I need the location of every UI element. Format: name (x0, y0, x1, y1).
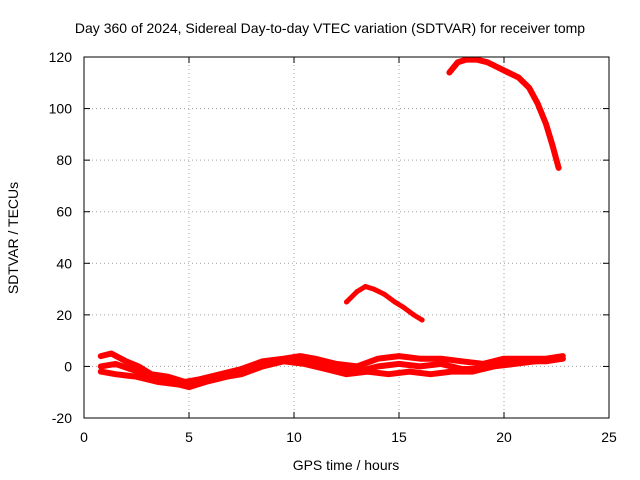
series-band-lower (97, 355, 566, 391)
data-point (108, 351, 114, 356)
data-point (203, 379, 209, 385)
data-point (392, 299, 398, 305)
data-point (428, 371, 433, 377)
data-point (224, 374, 230, 380)
data-point (396, 353, 402, 359)
y-tick-label: 40 (56, 255, 72, 271)
data-point (512, 361, 517, 367)
data-point (459, 358, 465, 364)
data-point (186, 384, 192, 390)
y-axis-label: SDTVAR / TECUs (5, 182, 21, 294)
data-point (560, 356, 566, 362)
data-point (113, 361, 118, 367)
data-point (344, 299, 349, 305)
data-point (470, 369, 475, 375)
data-point (375, 356, 381, 362)
x-tick-label: 25 (601, 429, 617, 445)
data-point (354, 289, 360, 295)
y-tick-label: 0 (64, 358, 72, 374)
data-point (98, 353, 104, 359)
chart-title: Day 360 of 2024, Sidereal Day-to-day VTE… (75, 20, 585, 36)
data-point (417, 356, 423, 362)
data-point (123, 358, 129, 364)
data-point (323, 366, 328, 372)
data-point (491, 363, 496, 369)
data-point (455, 59, 461, 65)
data-point (480, 361, 486, 367)
x-tick-label: 20 (496, 429, 512, 445)
data-point (411, 312, 417, 318)
data-point (371, 286, 377, 292)
data-point (176, 382, 181, 387)
data-point (516, 75, 522, 81)
data-point (417, 363, 423, 369)
series-arc-18h (446, 56, 562, 171)
y-tick-label: 100 (49, 101, 73, 117)
data-point (535, 100, 541, 106)
data-point (333, 363, 339, 369)
data-point (113, 371, 118, 377)
data-point (134, 374, 139, 380)
data-point (302, 361, 307, 367)
data-point (449, 369, 454, 375)
series-line (97, 355, 566, 391)
data-point (533, 358, 538, 364)
tick-marks (83, 56, 610, 419)
data-point (98, 369, 104, 375)
data-point (549, 142, 555, 148)
y-tick-label: 20 (56, 307, 72, 323)
data-point (127, 366, 133, 372)
data-point (375, 363, 381, 369)
data-point (526, 85, 532, 91)
data-point (495, 64, 501, 70)
data-point (556, 165, 562, 171)
data-point (381, 291, 387, 297)
y-tick-label: 120 (49, 49, 73, 65)
data-point (354, 363, 360, 369)
data-point (98, 363, 104, 369)
x-tick-labels: 0 5 10 15 20 25 (80, 429, 617, 445)
data-point (365, 369, 370, 375)
x-tick-label: 5 (185, 429, 193, 445)
plot-frame (83, 56, 610, 419)
data-point (419, 317, 425, 323)
series-arc-13h (344, 284, 425, 323)
data-point (407, 369, 412, 375)
data-point (396, 361, 402, 367)
data-point (260, 363, 265, 369)
y-tick-label: 60 (56, 204, 72, 220)
data-point (484, 59, 490, 65)
data-point (446, 70, 452, 75)
y-tick-label: 80 (56, 152, 72, 168)
x-tick-label: 10 (286, 429, 302, 445)
x-tick-label: 15 (391, 429, 407, 445)
data-point (386, 371, 391, 377)
data-point (344, 371, 349, 377)
data-point (312, 358, 318, 364)
data-point (501, 356, 507, 362)
y-tick-labels: -20 0 20 40 60 80 100 120 (49, 49, 73, 426)
data-point (362, 284, 368, 289)
data-point (144, 371, 150, 377)
data-point (438, 356, 444, 362)
data-point (155, 379, 160, 385)
x-tick-label: 0 (80, 429, 88, 445)
data-point (239, 371, 244, 377)
data-point (543, 121, 549, 127)
data-point (474, 57, 480, 63)
data-point (400, 304, 406, 310)
data-point (505, 70, 511, 75)
data-point (136, 363, 142, 369)
data-point (463, 57, 469, 63)
plot-area (97, 56, 566, 391)
data-point (281, 358, 286, 364)
y-tick-label: -20 (52, 410, 72, 426)
data-point (438, 361, 444, 367)
x-axis-label: GPS time / hours (293, 457, 400, 473)
